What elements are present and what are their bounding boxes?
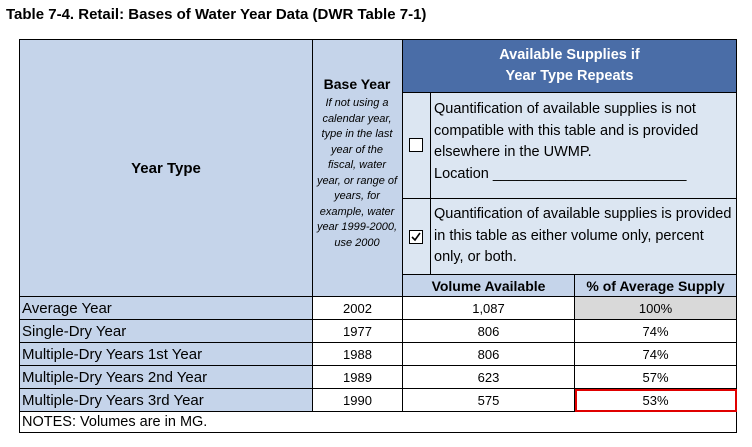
- row-year-type: Average Year: [20, 297, 313, 320]
- option1-checkbox-cell: [403, 93, 431, 199]
- pct-average-header: % of Average Supply: [575, 275, 737, 297]
- table-title: Table 7-4. Retail: Bases of Water Year D…: [6, 6, 427, 23]
- row-year-type: Multiple-Dry Years 2nd Year: [20, 366, 313, 389]
- option2-text-cell: Quantification of available supplies is …: [431, 199, 737, 275]
- available-supplies-header: Available Supplies if Year Type Repeats: [403, 40, 737, 93]
- row-pct: 100%: [575, 297, 737, 320]
- row-base-year: 1990: [313, 389, 403, 412]
- available-supplies-line2: Year Type Repeats: [505, 68, 634, 84]
- base-year-header-label: Base Year: [323, 76, 391, 92]
- row-volume: 623: [403, 366, 575, 389]
- notes: NOTES: Volumes are in MG.: [20, 412, 737, 433]
- year-type-header-label: Year Type: [131, 159, 201, 177]
- row-base-year: 1989: [313, 366, 403, 389]
- option1-text: Quantification of available supplies is …: [434, 101, 699, 160]
- row-pct: 74%: [575, 320, 737, 343]
- row-volume: 575: [403, 389, 575, 412]
- row-base-year: 2002: [313, 297, 403, 320]
- row-base-year: 1988: [313, 343, 403, 366]
- row-pct: 74%: [575, 343, 737, 366]
- row-base-year: 1977: [313, 320, 403, 343]
- option1-location[interactable]: Location ________________________: [434, 165, 687, 182]
- row-pct: 57%: [575, 366, 737, 389]
- option2-checkbox-cell: [403, 199, 431, 275]
- base-year-note: If not using a calendar year, type in th…: [316, 97, 398, 249]
- available-supplies-line1: Available Supplies if: [499, 47, 640, 63]
- row-pct-highlighted: 53%: [575, 389, 737, 412]
- base-year-header: Base Year If not using a calendar year, …: [313, 40, 403, 297]
- option1-checkbox[interactable]: [409, 138, 423, 152]
- row-volume: 806: [403, 343, 575, 366]
- checkmark-icon: [411, 232, 421, 242]
- row-year-type: Multiple-Dry Years 3rd Year: [20, 389, 313, 412]
- row-year-type: Single-Dry Year: [20, 320, 313, 343]
- option1-text-cell: Quantification of available supplies is …: [431, 93, 737, 199]
- option2-checkbox[interactable]: [409, 230, 423, 244]
- volume-available-header: Volume Available: [403, 275, 575, 297]
- year-type-header: Year Type: [20, 40, 313, 297]
- row-volume: 806: [403, 320, 575, 343]
- option2-text: Quantification of available supplies is …: [434, 206, 732, 265]
- water-year-table: Year Type Base Year If not using a calen…: [19, 39, 737, 433]
- row-volume: 1,087: [403, 297, 575, 320]
- row-year-type: Multiple-Dry Years 1st Year: [20, 343, 313, 366]
